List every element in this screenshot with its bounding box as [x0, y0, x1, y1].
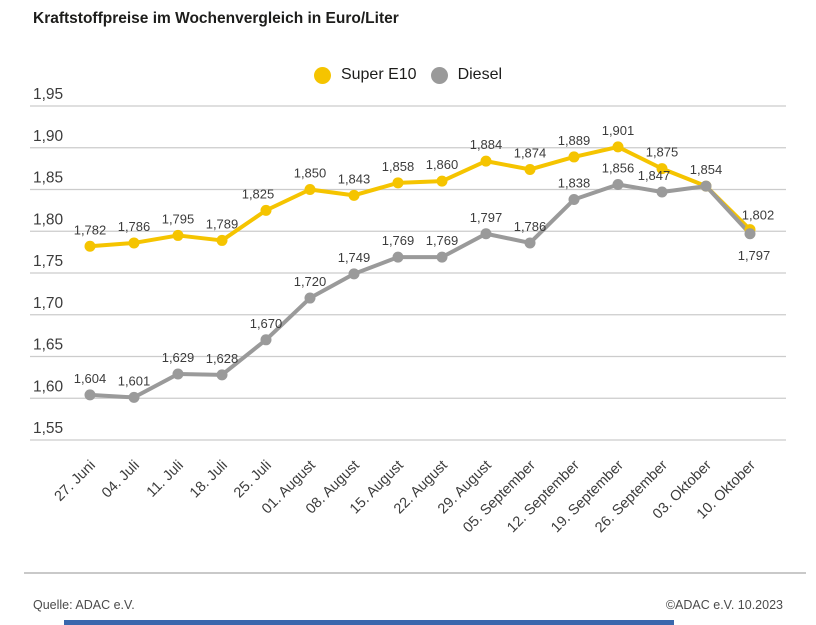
data-label: 1,797: [470, 210, 503, 225]
source-text: Quelle: ADAC e.V.: [33, 598, 135, 612]
data-point-super-e10: [304, 184, 316, 195]
data-point-diesel: [84, 389, 96, 401]
series-line-super-e10: [88, 144, 752, 249]
data-label: 1,670: [250, 316, 283, 331]
data-point-diesel: [348, 268, 360, 280]
data-point-diesel: [172, 368, 184, 380]
data-point-diesel: [568, 194, 580, 206]
data-point-super-e10: [392, 177, 404, 189]
data-label: 1,889: [558, 133, 591, 148]
y-tick-label: 1,75: [33, 253, 63, 270]
data-point-diesel: [216, 369, 228, 381]
data-point-diesel: [700, 180, 712, 192]
data-point-super-e10: [568, 151, 580, 163]
data-point-super-e10: [84, 240, 96, 252]
data-label: 1,858: [382, 159, 415, 174]
data-label: 1,601: [118, 373, 151, 388]
legend-item-diesel: Diesel: [430, 66, 503, 84]
y-tick-label: 1,85: [33, 170, 63, 187]
data-label: 1,802: [742, 208, 775, 223]
y-tick-label: 1,65: [33, 337, 63, 354]
super-e10-dot-icon: [313, 66, 331, 84]
data-point-super-e10: [524, 163, 536, 175]
data-label: 1,604: [74, 371, 107, 386]
data-label: 1,825: [242, 186, 275, 201]
data-label: 1,856: [602, 160, 635, 175]
x-tick-label: 04. Juli: [99, 458, 143, 502]
data-point-diesel: [480, 228, 492, 240]
data-label: 1,884: [470, 137, 503, 152]
data-point-diesel: [260, 334, 272, 346]
data-label: 1,838: [558, 176, 591, 191]
data-label: 1,749: [338, 250, 371, 265]
data-label: 1,850: [294, 166, 327, 181]
legend-label: Diesel: [457, 66, 503, 83]
page-title: Kraftstoffpreise im Wochenvergleich in E…: [33, 10, 399, 27]
data-label: 1,782: [74, 222, 107, 237]
x-tick-label: 18. Juli: [187, 458, 231, 502]
y-tick-label: 1,90: [33, 128, 64, 145]
data-label: 1,786: [514, 219, 547, 234]
data-point-super-e10: [172, 229, 184, 241]
diesel-dot-icon: [430, 66, 448, 84]
data-point-diesel: [524, 237, 536, 249]
data-point-super-e10: [216, 234, 228, 246]
data-label: 1,769: [382, 233, 415, 248]
data-point-super-e10: [436, 175, 448, 187]
data-point-super-e10: [480, 155, 492, 167]
data-label: 1,795: [162, 211, 195, 226]
y-tick-label: 1,80: [33, 211, 64, 228]
legend-label: Super E10: [340, 66, 417, 83]
copyright-text: ©ADAC e.V. 10.2023: [665, 598, 783, 612]
data-point-diesel: [612, 178, 624, 190]
data-point-super-e10: [656, 163, 668, 175]
x-tick-label: 11. Juli: [144, 458, 187, 501]
bottom-accent-bar: [64, 620, 674, 625]
data-label: 1,789: [206, 216, 239, 231]
data-label: 1,720: [294, 274, 327, 289]
data-point-diesel: [656, 186, 668, 198]
data-point-diesel: [744, 228, 756, 240]
legend-item-super-e10: Super E10: [313, 66, 417, 84]
data-point-super-e10: [612, 141, 624, 153]
data-label: 1,875: [646, 145, 679, 160]
data-label: 1,629: [162, 350, 195, 365]
y-tick-label: 1,95: [33, 86, 63, 103]
legend: Super E10 Diesel: [0, 66, 816, 84]
data-label: 1,797: [738, 248, 771, 263]
data-label: 1,860: [426, 157, 459, 172]
data-label: 1,854: [690, 162, 723, 177]
data-point-diesel: [128, 391, 140, 403]
data-point-diesel: [304, 292, 316, 304]
data-point-diesel: [392, 251, 404, 263]
data-point-super-e10: [260, 204, 272, 216]
y-tick-label: 1,60: [33, 378, 64, 395]
data-point-super-e10: [348, 189, 360, 201]
data-label: 1,874: [514, 145, 547, 160]
data-point-super-e10: [128, 237, 140, 249]
data-label: 1,628: [206, 351, 239, 366]
series-line-diesel: [88, 182, 752, 400]
x-tick-label: 25. Juli: [231, 458, 275, 502]
y-tick-label: 1,70: [33, 295, 64, 312]
footer-divider: [24, 572, 806, 574]
data-point-diesel: [436, 251, 448, 263]
data-label: 1,769: [426, 233, 459, 248]
x-tick-label: 27. Juni: [52, 458, 99, 505]
data-label: 1,786: [118, 219, 151, 234]
data-label: 1,843: [338, 171, 371, 186]
data-label: 1,847: [638, 168, 671, 183]
data-label: 1,901: [602, 123, 635, 138]
y-tick-label: 1,55: [33, 420, 63, 437]
